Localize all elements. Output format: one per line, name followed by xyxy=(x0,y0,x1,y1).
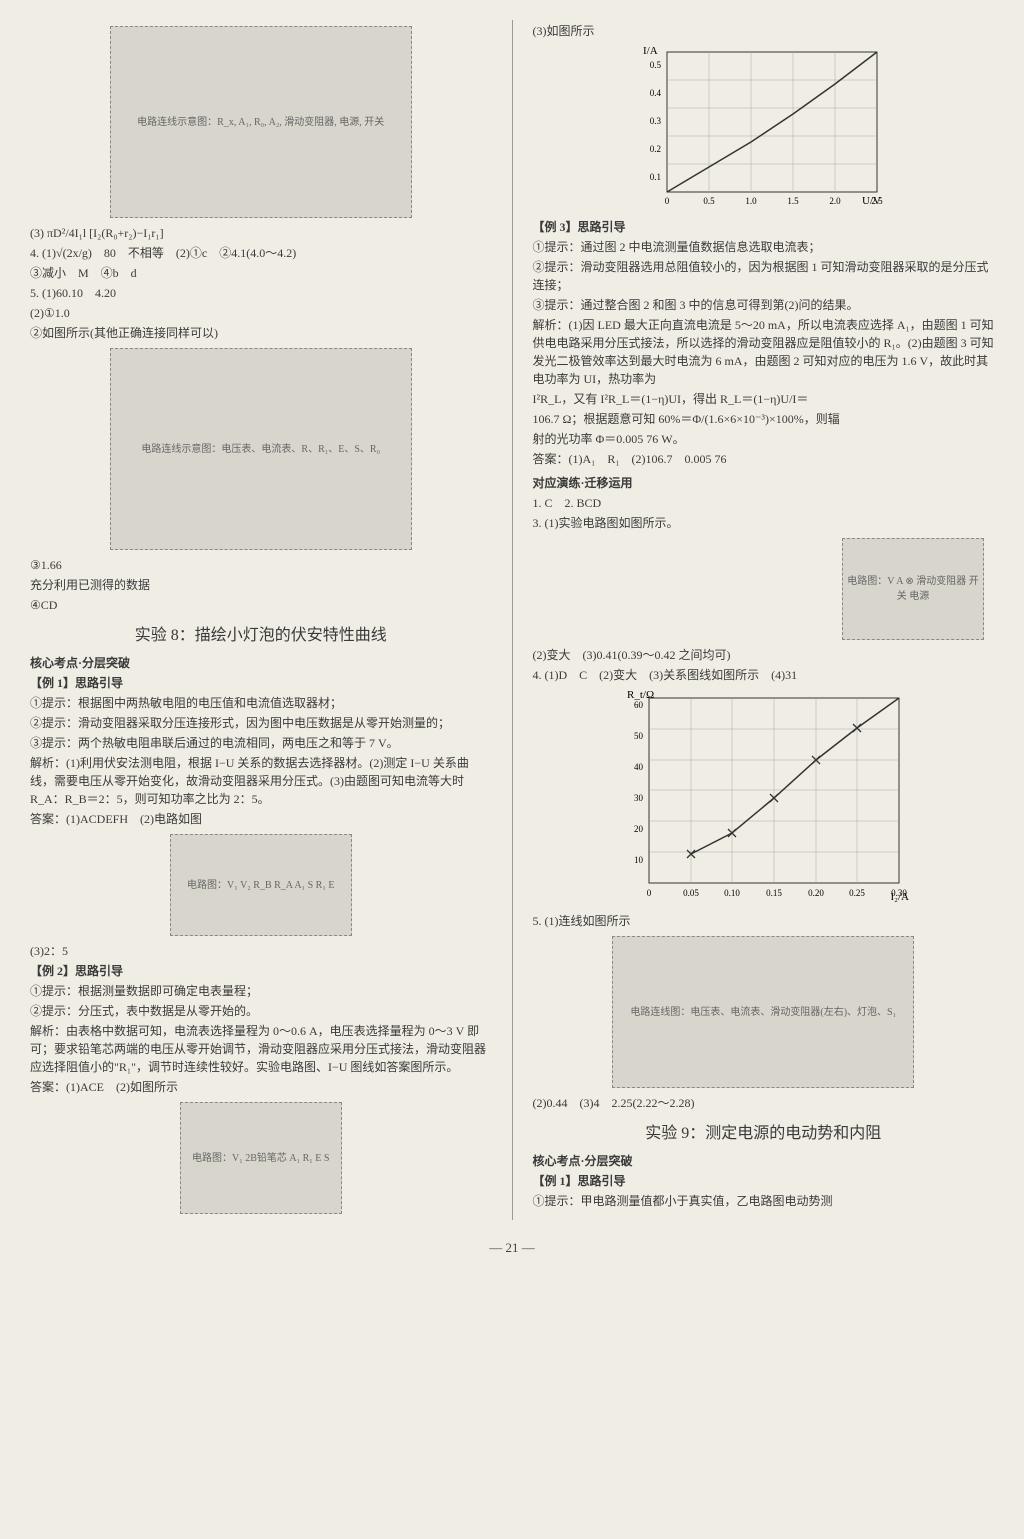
practice-4: 4. (1)D C (2)变大 (3)关系图线如图所示 (4)31 xyxy=(533,666,995,684)
svg-text:0.05: 0.05 xyxy=(683,888,699,898)
svg-text:20: 20 xyxy=(634,824,644,834)
circuit-diagram-6: 电路连线图：电压表、电流表、滑动变阻器(左右)、灯泡、S₁ xyxy=(612,936,914,1088)
svg-text:1.0: 1.0 xyxy=(746,196,758,206)
svg-text:0.4: 0.4 xyxy=(650,88,662,98)
example-1-heading: 【例 1】思路引导 xyxy=(30,674,492,692)
practice-1-2: 1. C 2. BCD xyxy=(533,494,995,512)
example-3-answer: 答案：(1)A₁ R₁ (2)106.7 0.005 76 xyxy=(533,450,995,468)
practice-5-2: (2)0.44 (3)4 2.25(2.22～2.28) xyxy=(533,1094,995,1112)
circuit-diagram-3: 电路图：V₁ V₂ R_B R_A A₁ S R₁ E xyxy=(170,834,352,936)
svg-text:0.10: 0.10 xyxy=(724,888,740,898)
page-container: 电路连线示意图：R_x, A₁, R₀, A₂, 滑动变阻器, 电源, 开关 (… xyxy=(30,20,994,1220)
example-1-hint1: ①提示：根据图中两热敏电阻的电压值和电流值选取器材； xyxy=(30,694,492,712)
svg-text:0.25: 0.25 xyxy=(849,888,865,898)
example-1-analysis: 解析：(1)利用伏安法测电阻，根据 I−U 关系的数据去选择器材。(2)测定 I… xyxy=(30,754,492,808)
svg-text:2.5: 2.5 xyxy=(872,196,884,206)
answer-5-line4: ③1.66 xyxy=(30,556,492,574)
practice-3-1: 3. (1)实验电路图如图所示。 xyxy=(533,514,995,532)
svg-text:0.2: 0.2 xyxy=(650,144,661,154)
svg-text:10: 10 xyxy=(634,855,644,865)
svg-text:60: 60 xyxy=(634,700,644,710)
page-number: — 21 — xyxy=(30,1238,994,1258)
svg-text:0.1: 0.1 xyxy=(650,172,661,182)
circuit-diagram-1: 电路连线示意图：R_x, A₁, R₀, A₂, 滑动变阻器, 电源, 开关 xyxy=(110,26,412,218)
practice-5-1: 5. (1)连线如图所示 xyxy=(533,912,995,930)
svg-text:2.0: 2.0 xyxy=(830,196,842,206)
example-1-hint2: ②提示：滑动变阻器采取分压连接形式，因为图中电压数据是从零开始测量的； xyxy=(30,714,492,732)
svg-text:0.5: 0.5 xyxy=(650,60,662,70)
circuit-diagram-5: 电路图：V A ⊗ 滑动变阻器 开关 电源 xyxy=(842,538,984,640)
chart-1-svg: I/A U/V 0.5 0.4 0.3 0.2 0.1 0 0.5 1.0 1.… xyxy=(633,44,893,214)
core-points-heading: 核心考点·分层突破 xyxy=(30,654,492,672)
chart-i-u-curve: I/A U/V 0.5 0.4 0.3 0.2 0.1 0 0.5 1.0 1.… xyxy=(633,44,893,214)
svg-text:0.15: 0.15 xyxy=(766,888,782,898)
right-column: (3)如图所示 I/A U/V 0.5 0.4 xyxy=(533,20,995,1220)
chart-r-i-curve: R_t/Ω I₂/A 60 50 40 30 20 10 0 0.05 0.10… xyxy=(613,688,913,908)
answer-5-line2: (2)①1.0 xyxy=(30,304,492,322)
example-2-heading: 【例 2】思路引导 xyxy=(30,962,492,980)
left-column: 电路连线示意图：R_x, A₁, R₀, A₂, 滑动变阻器, 电源, 开关 (… xyxy=(30,20,492,1220)
svg-text:0.5: 0.5 xyxy=(704,196,716,206)
example-1b-hint1: ①提示：甲电路测量值都小于真实值，乙电路图电动势测 xyxy=(533,1192,995,1210)
example-1b-heading: 【例 1】思路引导 xyxy=(533,1172,995,1190)
experiment-9-title: 实验 9：测定电源的电动势和内阻 xyxy=(533,1122,995,1146)
svg-text:0: 0 xyxy=(647,888,652,898)
svg-text:50: 50 xyxy=(634,731,644,741)
example-1-hint3: ③提示：两个热敏电阻串联后通过的电流相同，两电压之和等于 7 V。 xyxy=(30,734,492,752)
answer-5-line3: ②如图所示(其他正确连接同样可以) xyxy=(30,324,492,342)
example-3-hint2: ②提示：滑动变阻器选用总阻值较小的，因为根据图 1 可知滑动变阻器采取的是分压式… xyxy=(533,258,995,294)
example-3-analysis-1: 解析：(1)因 LED 最大正向直流电流是 5～20 mA，所以电流表应选择 A… xyxy=(533,316,995,388)
chart1-ylabel: I/A xyxy=(643,45,658,57)
svg-text:30: 30 xyxy=(634,793,644,803)
experiment-8-title: 实验 8：描绘小灯泡的伏安特性曲线 xyxy=(30,624,492,648)
example-1-answer-3: (3)2：5 xyxy=(30,942,492,960)
svg-text:40: 40 xyxy=(634,762,644,772)
example-3-heading: 【例 3】思路引导 xyxy=(533,218,995,236)
example-2-hint2: ②提示：分压式，表中数据是从零开始的。 xyxy=(30,1002,492,1020)
example-3-formula-2: 106.7 Ω；根据题意可知 60%＝Φ/(1.6×6×10⁻³)×100%，则… xyxy=(533,410,995,428)
example-1-answer: 答案：(1)ACDEFH (2)电路如图 xyxy=(30,810,492,828)
example-2-analysis: 解析：由表格中数据可知，电流表选择量程为 0～0.6 A，电压表选择量程为 0～… xyxy=(30,1022,492,1076)
svg-text:0.20: 0.20 xyxy=(808,888,824,898)
circuit-diagram-4: 电路图：V₁ 2B铅笔芯 A₁ R₁ E S xyxy=(180,1102,342,1214)
answer-5-line6: ④CD xyxy=(30,596,492,614)
column-divider xyxy=(512,20,513,1220)
svg-text:0.3: 0.3 xyxy=(650,116,662,126)
answer-4-line1: 4. (1)√(2x/g) 80 不相等 (2)①c ②4.1(4.0～4.2) xyxy=(30,244,492,262)
example-3-formula-1: I²R_L，又有 I²R_L＝(1−η)UI，得出 R_L＝(1−η)U/I＝ xyxy=(533,390,995,408)
practice-heading: 对应演练·迁移运用 xyxy=(533,474,995,492)
svg-text:0: 0 xyxy=(665,196,670,206)
example-3-line7: 射的光功率 Φ＝0.005 76 W。 xyxy=(533,430,995,448)
right-q3-label: (3)如图所示 xyxy=(533,22,995,40)
example-3-hint3: ③提示：通过整合图 2 和图 3 中的信息可得到第(2)问的结果。 xyxy=(533,296,995,314)
answer-4-line2: ③减小 M ④b d xyxy=(30,264,492,282)
svg-text:0.30: 0.30 xyxy=(891,888,907,898)
practice-3-2: (2)变大 (3)0.41(0.39～0.42 之间均可) xyxy=(533,646,995,664)
example-2-answer: 答案：(1)ACE (2)如图所示 xyxy=(30,1078,492,1096)
circuit-diagram-2: 电路连线示意图：电压表、电流表、R、R₁、E、S、R₀ xyxy=(110,348,412,550)
chart-2-svg: R_t/Ω I₂/A 60 50 40 30 20 10 0 0.05 0.10… xyxy=(613,688,913,908)
svg-text:1.5: 1.5 xyxy=(788,196,800,206)
example-3-hint1: ①提示：通过图 2 中电流测量值数据信息选取电流表； xyxy=(533,238,995,256)
formula-q3: (3) πD²/4I₁l [I₂(R₀+r₂)−I₁r₁] xyxy=(30,224,492,242)
example-2-hint1: ①提示：根据测量数据即可确定电表量程； xyxy=(30,982,492,1000)
answer-5-line5: 充分利用已测得的数据 xyxy=(30,576,492,594)
answer-5-line1: 5. (1)60.10 4.20 xyxy=(30,284,492,302)
core-points-heading-2: 核心考点·分层突破 xyxy=(533,1152,995,1170)
